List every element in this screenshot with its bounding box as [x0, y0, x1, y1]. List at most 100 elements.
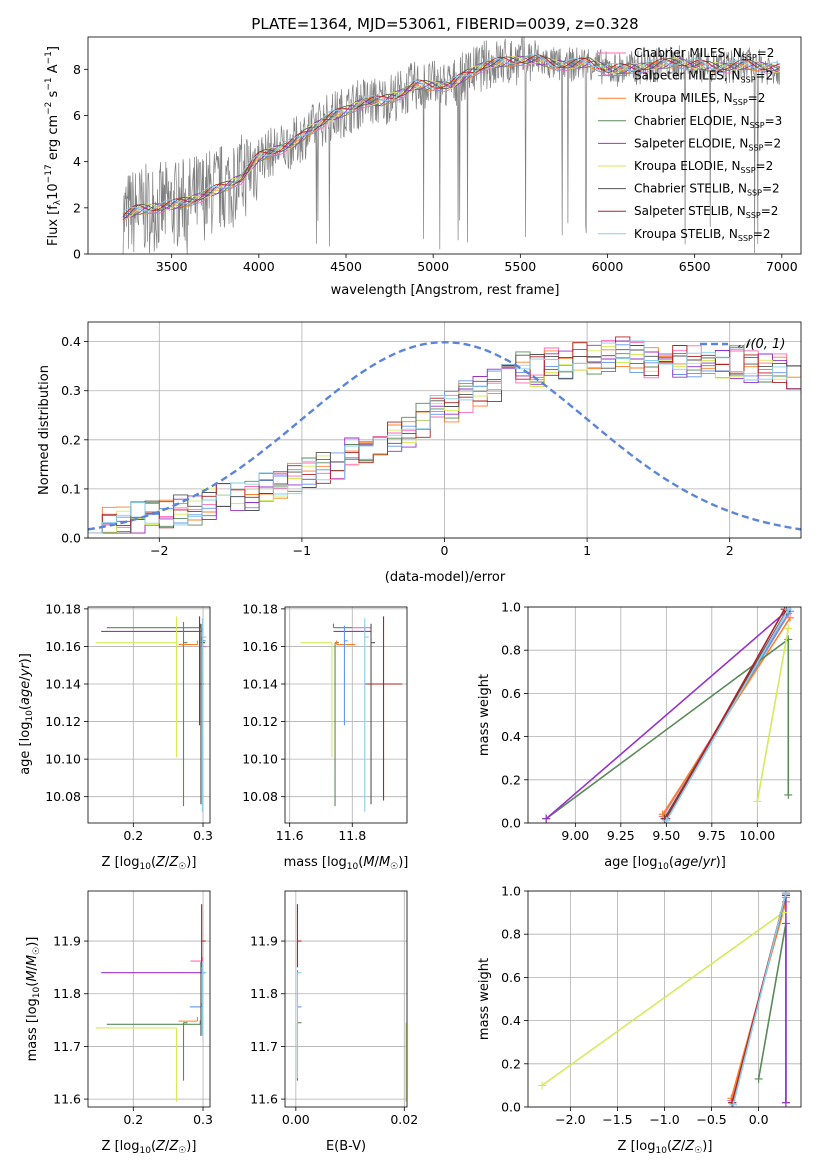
weight-marker [784, 790, 793, 799]
observed-spectrum-line [122, 37, 781, 254]
weight-marker [753, 797, 762, 806]
error-bar [182, 1022, 188, 1081]
error-bar [364, 618, 369, 812]
mass-vs-z-plot: 0.2 0.3 11.6 11.7 11.8 11.9 [53, 890, 213, 1127]
legend-label: Kroupa ELODIE, NSSP=2 [634, 159, 773, 175]
error-bar [189, 1002, 203, 1008]
mass-vs-EBV-gridlines [285, 891, 407, 1107]
error-bar [343, 625, 348, 726]
x-tick-label: 3500 [156, 259, 188, 274]
weight-vs-Z-axes: −2.0 −1.5 −1.0 −0.5 0.0 0.0 0.2 0.4 0.6 0.8 1.0 [501, 884, 802, 1127]
y-tick-label: 1.0 [501, 600, 521, 615]
x-tick-label: 1 [583, 543, 591, 558]
mass-vs-Z-gridlines [88, 891, 210, 1107]
spectrum-plot: 3500 4000 4500 5000 5500 6000 6500 7000 0 2 4 6 8 Cha… [73, 36, 802, 274]
error-bar [178, 1017, 199, 1022]
y-tick-label: 0.6 [501, 686, 521, 701]
age-vs-mass-xlabel: mass [log10(M/M☉)] [284, 855, 409, 872]
mass-vs-Z-axes: 0.2 0.3 11.6 11.7 11.8 11.9 [53, 890, 213, 1127]
model-spectrum-line [122, 56, 781, 221]
weight-marker [781, 1098, 790, 1107]
x-tick-label: 11.6 [276, 828, 304, 843]
error-bar [352, 623, 372, 629]
x-tick-label: 4000 [243, 259, 275, 274]
normal-curve [88, 340, 801, 531]
age-vs-z-xlabel: Z [log10(Z/Z☉)] [102, 855, 197, 872]
residuals-frame [87, 321, 802, 539]
legend-label: Salpeter ELODIE, NSSP=2 [634, 136, 781, 152]
y-tick-label: 0.4 [501, 1013, 521, 1028]
y-tick-label: 0.0 [61, 531, 81, 546]
y-tick-label: 11.7 [250, 1039, 278, 1054]
y-tick-label: 10.08 [45, 789, 81, 804]
legend-label: Salpeter MILES, NSSP=2 [634, 69, 773, 85]
mass-vs-Z-marks [95, 904, 207, 1102]
y-tick-label: 0.4 [501, 729, 521, 744]
x-tick-label: 0.3 [193, 828, 213, 843]
model-spectrum-line [122, 53, 781, 213]
y-tick-label: 4 [73, 154, 81, 169]
age-vs-mass-gridlines [285, 607, 407, 823]
error-bar [190, 957, 203, 962]
error-bar [178, 640, 199, 646]
error-bar [296, 972, 302, 1079]
error-bar [101, 968, 203, 974]
legend-label: Salpeter STELIB, NSSP=2 [634, 204, 778, 220]
y-tick-label: 0.1 [61, 481, 81, 496]
residuals-gridlines [88, 322, 801, 539]
y-tick-label: 11.6 [250, 1092, 278, 1107]
weight-vs-z-plot: −2.0 −1.5 −1.0 −0.5 0.0 0.0 0.2 0.4 0.6 0.8 1.0 [501, 884, 802, 1127]
y-tick-label: 0.0 [501, 1100, 521, 1115]
mass-vs-z-panel: 0.2 0.3 11.6 11.7 11.8 11.9 Z [log10(Z/Z☉)] m… [25, 890, 213, 1156]
y-tick-label: 11.7 [53, 1039, 81, 1054]
weight-marker [786, 613, 795, 622]
weight-line [665, 608, 789, 822]
mass-vs-EBV-axes: 0.00 0.02 11.6 11.7 11.8 11.9 [250, 890, 418, 1127]
spectrum-ylabel: Flux [fλ10−17 erg cm−2 s−1 A−1] [44, 46, 63, 246]
error-bar [200, 623, 205, 805]
y-tick-label: 8 [73, 62, 81, 77]
spectrum-axes: 3500 4000 4500 5000 5500 6000 6500 7000 0 2 4 6 8 [73, 36, 802, 274]
x-tick-label: 6500 [679, 259, 711, 274]
error-bar [106, 1020, 201, 1025]
spectrum-frame [87, 36, 802, 255]
x-tick-label: 0.00 [282, 1112, 310, 1127]
error-bar [296, 970, 302, 1008]
residuals-plot: −2 −1 0 1 2 0.0 0.1 0.2 0.3 0.4 𝒩(0, 1) [61, 321, 802, 558]
age-vs-Z-marks [95, 616, 207, 812]
residuals-marks [88, 336, 801, 534]
x-tick-label: 0.3 [193, 1112, 213, 1127]
weight-vs-age-marks [542, 607, 795, 823]
age-vs-mass-plot: 11.6 11.8 10.08 10.10 10.12 10.14 10.16 10.18 [242, 601, 408, 843]
legend-label: Chabrier MILES, NSSP=2 [634, 46, 774, 62]
error-bar [370, 623, 376, 805]
y-tick-label: 10.18 [242, 601, 278, 616]
weight-line [541, 911, 784, 1087]
y-tick-label: 10.14 [45, 677, 81, 692]
residual-histogram-step [88, 340, 801, 534]
weight-marker [784, 624, 793, 633]
mass-vs-EBV-marks [296, 904, 407, 1102]
y-tick-label: 0.2 [501, 1056, 521, 1071]
age-vs-mass-panel: 11.6 11.8 10.08 10.10 10.12 10.14 10.16 10.18 m… [242, 601, 408, 872]
mass-vs-EBV-frame [284, 890, 408, 1108]
weight-line [545, 610, 787, 820]
y-tick-label: 1.0 [501, 884, 521, 899]
y-tick-label: 10.18 [45, 601, 81, 616]
weight-vs-Z-frame [527, 890, 802, 1108]
y-tick-label: 0.0 [501, 816, 521, 831]
residuals-ylabel: Normed distribution [37, 365, 52, 495]
y-tick-label: 11.9 [53, 934, 81, 949]
x-tick-label: −0.5 [696, 1112, 726, 1127]
error-bar [405, 1022, 407, 1102]
legend-label: Chabrier STELIB, NSSP=2 [634, 182, 780, 198]
y-tick-label: 10.14 [242, 677, 278, 692]
age-vs-z-panel: 0.2 0.3 10.08 10.10 10.12 10.14 10.16 10.18 Z [… [18, 601, 213, 872]
y-tick-label: 0 [73, 247, 81, 262]
error-bar [300, 642, 333, 758]
residuals-xlabel: (data-model)/error [385, 570, 506, 585]
weight-vs-age-xlabel: age [log10(age/yr)] [604, 855, 726, 872]
y-tick-label: 0.2 [501, 772, 521, 787]
weight-marker [754, 1074, 763, 1083]
